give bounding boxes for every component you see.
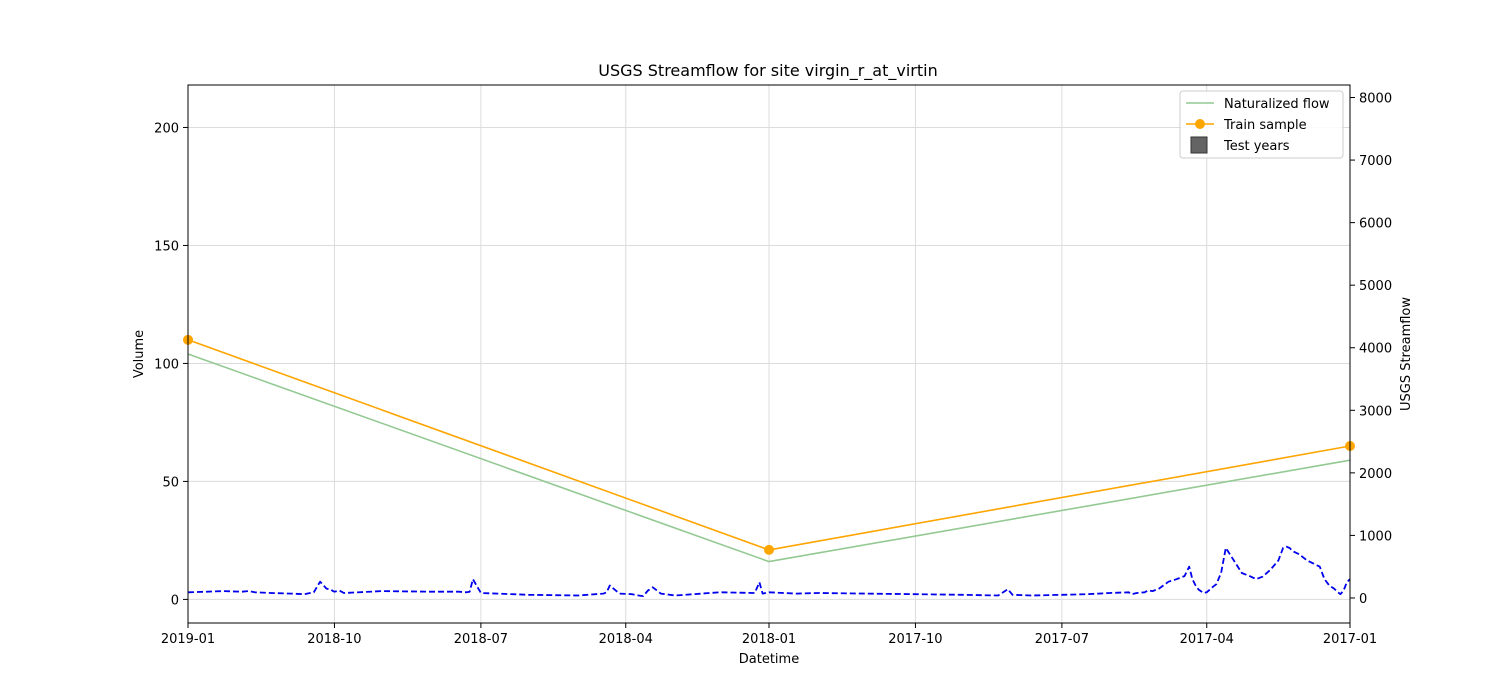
y-tick-label: 150 — [154, 239, 179, 254]
chart-title: USGS Streamflow for site virgin_r_at_vir… — [598, 61, 937, 81]
x-tick-label: 2018-01 — [742, 632, 796, 647]
x-tick-label: 2017-10 — [888, 632, 942, 647]
legend-entry: Test years — [1190, 136, 1290, 154]
x-tick-label: 2017-04 — [1180, 632, 1234, 647]
y-tick-label: 100 — [154, 357, 179, 372]
x-tick-label: 2018-04 — [599, 632, 653, 647]
y-tick-label: 50 — [162, 475, 179, 490]
y2-axis-title: USGS Streamflow — [1399, 297, 1414, 411]
y-tick-label: 0 — [171, 593, 179, 608]
x-axis-title: Datetime — [739, 652, 799, 667]
legend-label: Naturalized flow — [1224, 97, 1330, 112]
y2-tick-label: 6000 — [1359, 217, 1392, 232]
y2-tick-label: 4000 — [1359, 342, 1392, 357]
y2-axis: 0 1000 2000 3000 4000 5000 6000 7000 8000 — [1350, 92, 1392, 607]
y2-tick-label: 2000 — [1359, 467, 1392, 482]
y2-tick-label: 0 — [1359, 592, 1367, 607]
x-axis: 2019-01 2018-10 2018-07 2018-04 2018-01 2017-… — [161, 623, 1377, 647]
legend-entry: Train sample — [1186, 118, 1307, 133]
legend-entry: Naturalized flow — [1186, 97, 1330, 112]
y-axis-title: Volume — [132, 330, 147, 378]
y-axis: 0 50 100 150 200 — [154, 121, 188, 608]
x-tick-label: 2017-07 — [1035, 632, 1089, 647]
legend-marker-circle — [1195, 119, 1205, 129]
x-tick-label: 2018-10 — [307, 632, 361, 647]
y2-tick-label: 1000 — [1359, 529, 1392, 544]
y2-tick-label: 3000 — [1359, 404, 1392, 419]
series-naturalized-flow — [187, 353, 1351, 563]
legend-marker-square — [1190, 136, 1208, 154]
y2-tick-label: 8000 — [1359, 92, 1392, 107]
y2-tick-label: 5000 — [1359, 279, 1392, 294]
series-line-naturalized-flow — [187, 353, 1351, 563]
plot-lines — [183, 334, 1355, 597]
legend: Naturalized flow Train sample Test years — [1179, 90, 1344, 159]
legend-box — [1179, 90, 1344, 159]
legend-label: Train sample — [1223, 118, 1307, 133]
x-tick-label: 2018-07 — [454, 632, 508, 647]
train-sample-point — [764, 544, 774, 555]
y-tick-label: 200 — [154, 121, 179, 136]
legend-label: Test years — [1223, 139, 1290, 154]
y2-tick-label: 7000 — [1359, 154, 1392, 169]
x-tick-label: 2019-01 — [161, 632, 215, 647]
series-usgs-streamflow — [187, 545, 1351, 597]
x-tick-label: 2017-01 — [1323, 632, 1377, 647]
series-line-usgs-streamflow — [187, 545, 1351, 597]
grid — [187, 85, 1351, 623]
